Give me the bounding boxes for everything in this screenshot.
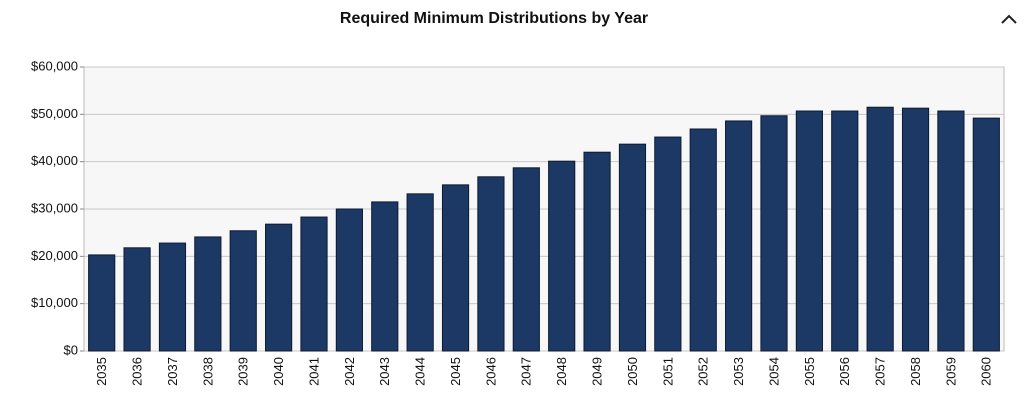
x-tick-label: 2059 xyxy=(943,357,958,386)
bar xyxy=(477,176,505,352)
x-tick-label: 2038 xyxy=(200,357,215,386)
x-tick-label: 2054 xyxy=(766,357,781,386)
x-tick-label: 2057 xyxy=(873,357,888,386)
x-tick-label: 2047 xyxy=(519,357,534,386)
x-tick-label: 2050 xyxy=(625,357,640,386)
bar xyxy=(194,236,222,352)
bar xyxy=(795,110,823,352)
x-tick-label: 2055 xyxy=(802,357,817,386)
bar xyxy=(831,110,859,352)
x-tick-label: 2053 xyxy=(731,357,746,386)
bar xyxy=(866,106,894,352)
y-tick-label: $40,000 xyxy=(31,153,78,168)
bar xyxy=(972,117,1000,352)
x-tick-label: 2037 xyxy=(165,357,180,386)
bar xyxy=(937,110,965,352)
bar xyxy=(512,167,540,352)
bar xyxy=(300,216,328,352)
bar xyxy=(406,193,434,352)
y-tick-label: $20,000 xyxy=(31,248,78,263)
y-tick-label: $60,000 xyxy=(31,58,78,73)
y-tick-label: $10,000 xyxy=(31,295,78,310)
bar xyxy=(760,115,788,352)
bar xyxy=(265,223,293,352)
x-tick-label: 2045 xyxy=(448,357,463,386)
x-tick-label: 2046 xyxy=(483,357,498,386)
x-tick-label: 2039 xyxy=(236,357,251,386)
y-tick-label: $30,000 xyxy=(31,200,78,215)
y-tick-label: $0 xyxy=(64,342,78,357)
x-tick-label: 2051 xyxy=(660,357,675,386)
bar xyxy=(123,247,151,352)
x-tick-label: 2035 xyxy=(94,357,109,386)
y-tick-label: $50,000 xyxy=(31,106,78,121)
x-tick-label: 2040 xyxy=(271,357,286,386)
x-tick-label: 2048 xyxy=(554,357,569,386)
bar xyxy=(725,120,753,352)
x-tick-label: 2060 xyxy=(979,357,994,386)
bar xyxy=(654,136,682,352)
x-tick-label: 2036 xyxy=(130,357,145,386)
collapse-toggle[interactable] xyxy=(1001,14,1017,24)
chart-title: Required Minimum Distributions by Year xyxy=(340,10,648,27)
bar xyxy=(371,201,399,352)
bar xyxy=(583,151,611,352)
bar xyxy=(548,160,576,352)
bar xyxy=(901,107,930,352)
bar xyxy=(689,128,717,352)
x-tick-label: 2056 xyxy=(837,357,852,386)
x-tick-label: 2058 xyxy=(908,357,923,386)
x-tick-label: 2044 xyxy=(413,357,428,386)
bar xyxy=(229,230,257,352)
bar xyxy=(88,254,116,352)
x-tick-label: 2043 xyxy=(377,357,392,386)
x-tick-label: 2042 xyxy=(342,357,357,386)
x-tick-label: 2041 xyxy=(306,357,321,386)
bar xyxy=(441,184,470,352)
bar xyxy=(335,208,363,352)
x-tick-label: 2049 xyxy=(590,357,605,386)
bar xyxy=(158,242,187,352)
bar xyxy=(618,143,647,352)
x-tick-label: 2052 xyxy=(696,357,711,386)
